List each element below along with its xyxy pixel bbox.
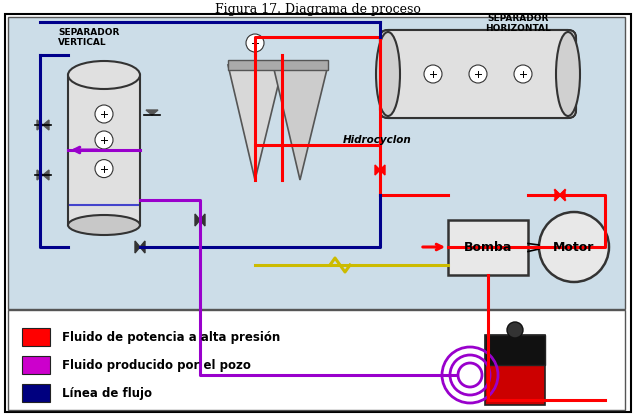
- Circle shape: [507, 322, 523, 338]
- Bar: [448, 220, 528, 275]
- Text: SEPARADOR
HORIZONTAL: SEPARADOR HORIZONTAL: [485, 14, 551, 33]
- Ellipse shape: [68, 61, 140, 89]
- Bar: [485, 335, 545, 405]
- Ellipse shape: [556, 32, 580, 116]
- Bar: [68, 75, 140, 225]
- Text: Línea de flujo: Línea de flujo: [62, 387, 152, 399]
- Polygon shape: [140, 241, 145, 253]
- Text: Hidrocyclon: Hidrocyclon: [343, 135, 412, 145]
- Text: Bomba: Bomba: [464, 241, 512, 254]
- Circle shape: [95, 160, 113, 178]
- Circle shape: [95, 131, 113, 149]
- Bar: [485, 335, 545, 365]
- Ellipse shape: [68, 215, 140, 235]
- Polygon shape: [43, 170, 49, 180]
- Polygon shape: [555, 190, 560, 200]
- Text: Figura 17. Diagrama de proceso: Figura 17. Diagrama de proceso: [215, 3, 421, 15]
- Bar: [22, 328, 50, 346]
- Bar: [8, 17, 625, 309]
- FancyBboxPatch shape: [380, 30, 576, 118]
- Bar: [8, 310, 625, 410]
- Polygon shape: [37, 120, 43, 130]
- Polygon shape: [43, 120, 49, 130]
- Bar: [22, 384, 50, 402]
- Polygon shape: [195, 214, 200, 226]
- Polygon shape: [273, 65, 328, 180]
- Text: Fluido de potencia a alta presión: Fluido de potencia a alta presión: [62, 331, 280, 344]
- Circle shape: [469, 65, 487, 83]
- Polygon shape: [146, 110, 158, 115]
- Circle shape: [539, 212, 609, 282]
- Polygon shape: [200, 214, 205, 226]
- Text: SEPARADOR
VERTICAL: SEPARADOR VERTICAL: [58, 28, 119, 47]
- Polygon shape: [228, 65, 283, 180]
- Bar: [22, 356, 50, 374]
- Polygon shape: [375, 165, 380, 175]
- Bar: [228, 60, 328, 70]
- Text: Motor: Motor: [554, 241, 595, 254]
- Polygon shape: [135, 241, 140, 253]
- Circle shape: [95, 105, 113, 123]
- Polygon shape: [380, 165, 385, 175]
- Circle shape: [246, 34, 264, 52]
- Text: Fluido producido por el pozo: Fluido producido por el pozo: [62, 359, 251, 372]
- Circle shape: [514, 65, 532, 83]
- Polygon shape: [560, 190, 565, 200]
- Ellipse shape: [376, 32, 400, 116]
- Circle shape: [424, 65, 442, 83]
- Polygon shape: [37, 170, 43, 180]
